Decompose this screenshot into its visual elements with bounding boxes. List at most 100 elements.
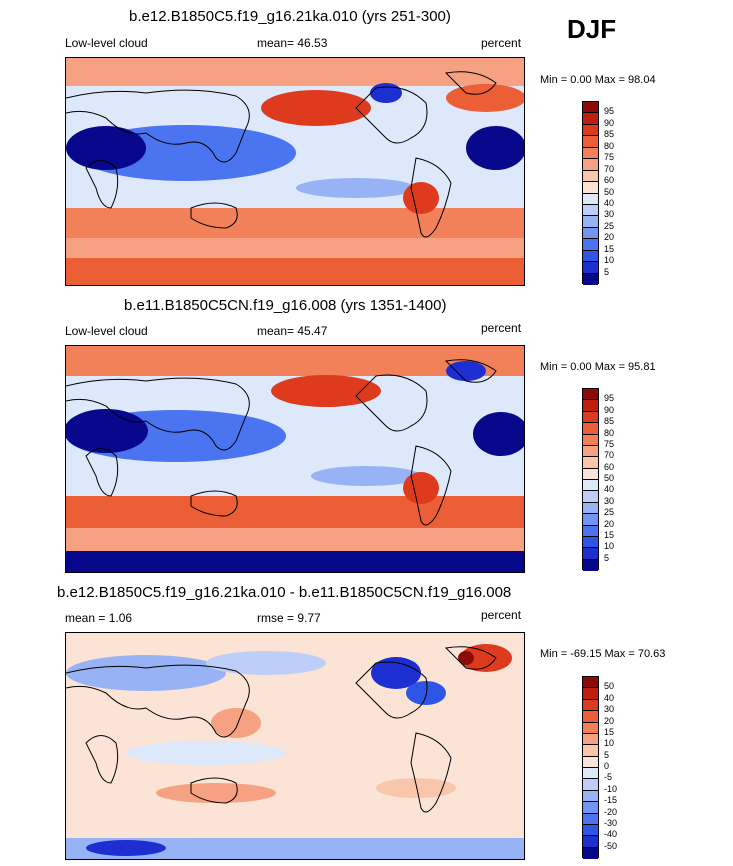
panel-1-coastlines (66, 71, 497, 238)
panel-2-units-label: percent (481, 321, 522, 335)
panel-1-colorbar-tick-label: 25 (604, 220, 615, 231)
panel-1-colorbar-segment (583, 193, 598, 205)
panel-2-colorbar-tick-label: 50 (604, 473, 615, 483)
panel-2-colorbar-segment (583, 559, 598, 571)
panel-1-colorbar (582, 101, 599, 285)
panel-3-colorbar-segment (583, 711, 598, 723)
panel-3-colorbar-segment (583, 802, 598, 814)
panel-2-colorbar-tick-label: 30 (604, 495, 615, 506)
panel-1-variable-label: Low-level cloud (65, 36, 148, 50)
panel-3-title: b.e12.B1850C5.f19_g16.21ka.010 - b.e11.B… (57, 584, 512, 601)
panel-2-colorbar-box (582, 388, 599, 571)
panel-3-colorbar-tick-label: -15 (604, 795, 618, 806)
panel-3-colorbar-segment (583, 836, 598, 848)
panel-1-colorbar-tick-label: 30 (604, 209, 615, 220)
panel-2-colorbar-segment (583, 411, 598, 424)
panel-1-colorbar-segment (583, 170, 598, 183)
panel-3-colorbar-segment (583, 779, 598, 791)
panel-3-minmax: Min = -69.15 Max = 70.63 (540, 648, 666, 660)
panel-3-colorbar-tick-label: -30 (604, 817, 618, 828)
panel-2-colorbar-segment (583, 434, 598, 446)
panel-3-colorbar-tick-label: -5 (604, 772, 613, 783)
panel-1-colorbar-segment (583, 250, 598, 263)
panel-3-map (65, 632, 525, 860)
panel-1-minmax: Min = 0.00 Max = 98.04 (540, 74, 656, 86)
panel-3-map-svg (66, 633, 524, 859)
panel-1-map (65, 57, 525, 286)
panel-3-colorbar-tick-label: 15 (604, 726, 615, 737)
panel-2-map-svg (66, 346, 524, 572)
panel-2-colorbar-segment (583, 536, 598, 549)
panel-2-colorbar-tick-label: 70 (604, 450, 615, 461)
season-label: DJF (567, 14, 617, 44)
panel-2-colorbar-tick-label: 85 (604, 416, 615, 427)
panel-3-colorbar-segment (583, 756, 598, 768)
panel-1-colorbar-segment (583, 182, 598, 194)
panel-1-colorbar-tick-label: 20 (604, 232, 615, 243)
panel-1-colorbar-segment (583, 262, 598, 274)
panel-3-colorbar-segment (583, 722, 598, 734)
panel-1-colorbar-tick-label: 50 (604, 186, 615, 197)
panel-2-variable-label: Low-level cloud (65, 324, 148, 338)
panel-1-colorbar-tick-label: 15 (604, 243, 615, 254)
panel-1-colorbar-segment (583, 239, 598, 251)
panel-1-colorbar-tick-label: 80 (604, 140, 615, 151)
panel-1-colorbar-segment (583, 124, 598, 137)
panel-3-colorbar-tick-label: 20 (604, 715, 615, 726)
panel-1-colorbar-segment (583, 204, 598, 217)
panel-2-colorbar-tick-label: 95 (604, 393, 615, 404)
panel-2-minmax: Min = 0.00 Max = 95.81 (540, 361, 656, 373)
panel-1-mean-label: mean= 46.53 (257, 36, 328, 50)
panel-1-colorbar-tick-label: 60 (604, 175, 615, 186)
panel-3-colorbar-tick-label: -10 (604, 783, 618, 794)
panel-2-colorbar-segment (583, 468, 598, 480)
panel-2-colorbar-segment (583, 491, 598, 503)
panel-1-colorbar-tick-label: 85 (604, 129, 615, 140)
panel-3-colorbar-tick-label: 50 (604, 681, 615, 692)
panel-3-colorbar-segment (583, 768, 598, 780)
panel-2-colorbar-tick-label: 40 (604, 484, 615, 495)
panel-1-colorbar-tick-label: 95 (604, 106, 615, 117)
panel-1-colorbar-tick-label: 40 (604, 197, 615, 208)
panel-3-coastlines (66, 646, 497, 813)
panel-3-colorbar-box (582, 676, 599, 859)
panel-1-colorbar-segment (583, 136, 598, 148)
panel-1-colorbar-segment (583, 113, 598, 125)
panel-3-colorbar-tick-label: 0 (604, 761, 610, 771)
panel-2-mean-label: mean= 45.47 (257, 324, 328, 338)
panel-1-colorbar-tick-label: 5 (604, 266, 610, 277)
panel-2-title: b.e11.B1850C5CN.f19_g16.008 (yrs 1351-14… (124, 297, 447, 314)
panel-2-colorbar-tick-label: 15 (604, 529, 615, 540)
panel-1-colorbar-tick-label: 10 (604, 255, 615, 266)
panel-3-colorbar-segment (583, 677, 598, 689)
panel-2-colorbar-tick-label: 75 (604, 438, 615, 449)
panel-2-colorbar-tick-label: 5 (604, 552, 610, 563)
panel-2-colorbar-tick-label: 10 (604, 541, 615, 552)
panel-1-title: b.e12.B1850C5.f19_g16.21ka.010 (yrs 251-… (129, 8, 451, 25)
panel-2-map (65, 345, 525, 573)
panel-2-colorbar-segment (583, 525, 598, 537)
panel-1-colorbar-segment (583, 216, 598, 228)
panel-2-colorbar (582, 388, 599, 571)
panel-2-coastlines (66, 359, 497, 526)
panel-3-colorbar-tick-label: 30 (604, 704, 615, 715)
panel-3-colorbar-segment (583, 847, 598, 859)
panel-1-colorbar-tick-label: 90 (604, 117, 615, 128)
panel-1-colorbar-tick-label: 70 (604, 163, 615, 174)
panel-1-colorbar-segment (583, 147, 598, 160)
panel-2-colorbar-segment (583, 548, 598, 560)
panel-3-colorbar-segment (583, 699, 598, 712)
panel-3-colorbar-segment (583, 733, 598, 746)
panel-3-colorbar-segment (583, 688, 598, 700)
panel-1-colorbar-tick-label: 75 (604, 152, 615, 163)
panel-3-rmse-label: rmse = 9.77 (257, 611, 321, 625)
panel-3-colorbar-tick-label: -40 (604, 829, 618, 840)
panel-3-colorbar-tick-label: 40 (604, 692, 615, 703)
panel-1-colorbar-box (582, 101, 599, 285)
panel-3-colorbar (582, 676, 599, 859)
panel-3-colorbar-segment (583, 824, 598, 837)
panel-3-colorbar-tick-label: -20 (604, 806, 618, 817)
panel-1-map-svg (66, 58, 524, 285)
panel-2-colorbar-segment (583, 445, 598, 458)
panel-1-colorbar-segment (583, 159, 598, 171)
